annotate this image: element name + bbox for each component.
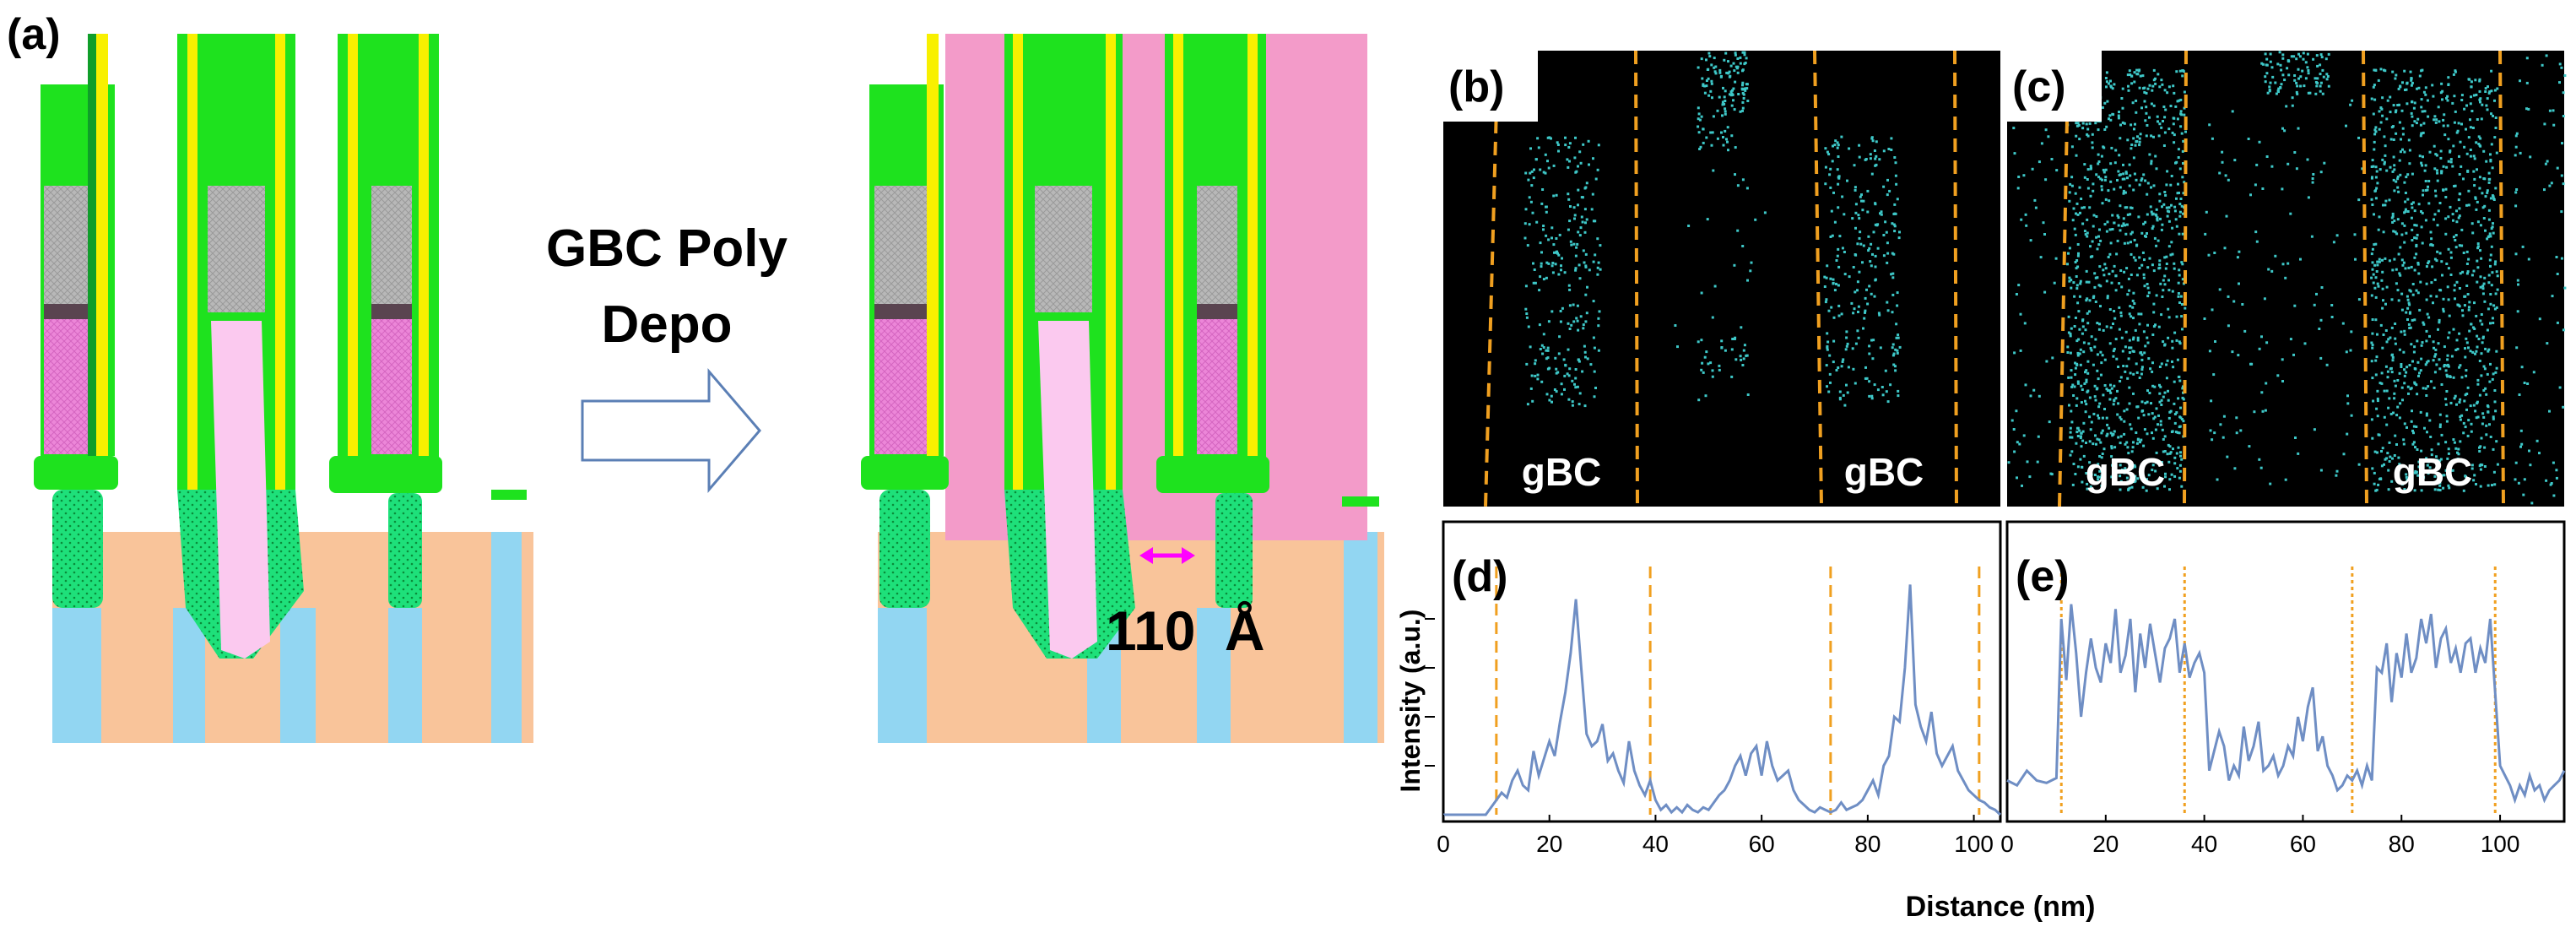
dimension-value: 110 Å (1106, 599, 1265, 662)
profile-chart-d-series-line (1443, 584, 2002, 816)
gbc-boundary-c-3 (2362, 50, 2368, 507)
panel-e-label: (e) (2016, 552, 2070, 601)
x-tick-label-chart-e-80: 80 (2389, 831, 2415, 857)
gbc-label-b-right: gBC (1844, 450, 1924, 494)
x-tick-label-chart-d-60: 60 (1749, 831, 1775, 857)
x-axis-label: Distance (nm) (1906, 891, 2096, 923)
line-profile-d: 0 20 40 60 80 100 (1425, 520, 2002, 857)
gbc-label-c-left: gBC (2086, 450, 2166, 494)
gbc-boundary-c-4 (2498, 50, 2505, 507)
gate-1 (34, 34, 118, 608)
gbc-boundary-c-2 (2183, 50, 2188, 507)
x-tick-label-chart-e-100: 100 (2481, 831, 2520, 857)
gbc-label-b-left: gBC (1522, 450, 1602, 494)
gbc-boundary-b-4 (1953, 50, 1958, 507)
process-label-line1: GBC Poly (546, 220, 787, 278)
panel-c-label: (c) (2012, 62, 2066, 111)
dimension-number: 110 (1106, 599, 1195, 662)
panel-a-label: (a) (7, 10, 61, 59)
gbc-boundary-b-1 (1484, 75, 1499, 507)
line-profile-e: 0 20 40 60 80 100 (2000, 520, 2566, 857)
x-tick-label-chart-d-0: 0 (1437, 831, 1450, 857)
x-tick-label-chart-d-20: 20 (1536, 831, 1562, 857)
dimension-arrow (1139, 547, 1195, 564)
eds-dots-b (1523, 51, 1902, 408)
panel-b-label: (b) (1448, 62, 1504, 111)
x-tick-label-chart-e-60: 60 (2290, 831, 2316, 857)
gate-3 (329, 34, 442, 608)
process-arrow-icon (581, 367, 761, 494)
process-label-line2: Depo (602, 295, 733, 354)
gate-after-2 (1004, 34, 1135, 659)
profile-chart-e-series-line (2006, 604, 2566, 805)
gbc-label-c-right: gBC (2393, 450, 2473, 494)
schematic-before (34, 34, 533, 743)
x-tick-label-chart-d-100: 100 (1954, 831, 1994, 857)
x-tick-label-chart-d-80: 80 (1854, 831, 1881, 857)
x-tick-label-chart-d-40: 40 (1642, 831, 1669, 857)
gbc-boundary-b-2 (1634, 50, 1639, 507)
x-tick-label-chart-e-0: 0 (2000, 831, 2014, 857)
eds-map-c: gBC gBC (2007, 50, 2567, 507)
x-tick-label-chart-e-40: 40 (2191, 831, 2217, 857)
y-axis-label: Intensity (a.u.) (1395, 610, 1426, 793)
gate-after-3 (1156, 34, 1269, 608)
gbc-boundary-b-3 (1813, 50, 1823, 507)
gbc-boundary-c-1 (2058, 75, 2070, 507)
x-tick-label-chart-e-20: 20 (2092, 831, 2119, 857)
gate-2 (177, 34, 304, 659)
gate-after-1 (861, 34, 949, 608)
panel-d-label: (d) (1452, 552, 1507, 601)
schematic-after (861, 34, 1384, 743)
dimension-unit: Å (1225, 599, 1265, 662)
eds-map-b: gBC gBC (1443, 50, 2000, 507)
